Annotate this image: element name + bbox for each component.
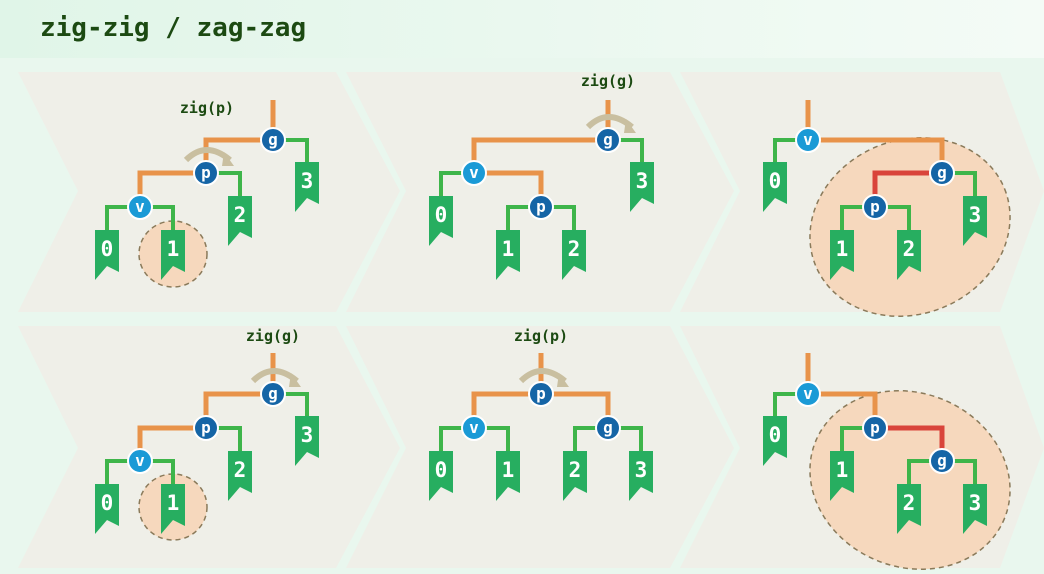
panel-row2-step1 [18,326,400,568]
node-g [260,381,286,407]
node-g [595,127,621,153]
svg-text:1: 1 [167,491,180,515]
svg-text:g: g [937,163,947,182]
svg-text:v: v [135,451,145,470]
leaf-3 [295,416,319,466]
step-label: zig(g) [581,72,635,90]
node-v [127,194,153,220]
svg-text:1: 1 [836,458,849,482]
node-p [528,381,554,407]
svg-text:p: p [536,197,546,216]
svg-text:0: 0 [101,237,114,261]
svg-text:3: 3 [635,458,648,482]
svg-text:3: 3 [636,169,649,193]
tree-row1-step3: v g p 0 1 2 3 [763,100,1011,318]
panel-row2-step2 [346,326,734,568]
leaf-2 [228,451,252,501]
page-title: zig-zig / zag-zag [40,13,306,43]
leaf-0 [763,162,787,212]
leaf-2 [897,484,921,534]
leaf-1 [496,451,520,501]
leaf-3 [963,484,987,534]
node-g [929,160,955,186]
svg-text:0: 0 [435,203,448,227]
svg-text:3: 3 [301,423,314,447]
svg-text:p: p [201,418,211,437]
svg-text:2: 2 [234,203,247,227]
node-v [795,127,821,153]
node-p [193,415,219,441]
svg-text:g: g [603,130,613,149]
svg-text:0: 0 [435,458,448,482]
leaf-1 [830,230,854,280]
svg-text:1: 1 [502,237,515,261]
svg-text:p: p [201,163,211,182]
svg-text:3: 3 [969,203,982,227]
svg-text:g: g [268,384,278,403]
leaf-0 [429,196,453,246]
tree-row1-step1: zig(p) g p v 0 1 2 3 [95,99,319,288]
tree-row1-step2: zig(g) g v p 0 1 2 3 [429,72,654,280]
svg-text:0: 0 [769,423,782,447]
header-band [0,0,1044,58]
svg-text:p: p [870,197,880,216]
leaf-0 [95,484,119,534]
svg-text:1: 1 [836,237,849,261]
svg-text:2: 2 [234,458,247,482]
leaf-1 [161,230,185,280]
leaf-2 [562,230,586,280]
leaf-0 [95,230,119,280]
svg-text:v: v [135,197,145,216]
svg-text:2: 2 [569,458,582,482]
leaf-3 [963,196,987,246]
node-v [461,160,487,186]
step-label: zig(p) [180,99,234,117]
svg-text:v: v [469,163,479,182]
svg-text:0: 0 [769,169,782,193]
leaf-2 [563,451,587,501]
svg-text:2: 2 [903,237,916,261]
node-v [795,381,821,407]
leaf-3 [630,162,654,212]
tree-row2-step1: zig(g) g p v 0 1 2 3 [95,327,319,541]
svg-text:v: v [803,384,813,403]
svg-text:1: 1 [167,237,180,261]
node-p [193,160,219,186]
leaf-1 [161,484,185,534]
leaf-0 [763,416,787,466]
leaf-0 [429,451,453,501]
svg-text:1: 1 [502,458,515,482]
node-p [862,415,888,441]
svg-text:3: 3 [969,491,982,515]
svg-text:p: p [870,418,880,437]
leaf-3 [629,451,653,501]
svg-text:v: v [469,418,479,437]
node-v [461,415,487,441]
leaf-2 [228,196,252,246]
node-g [595,415,621,441]
leaf-1 [496,230,520,280]
step-label: zig(p) [514,327,568,345]
tree-row2-step2: zig(p) p v g 0 1 2 3 [429,327,653,501]
tree-row2-step3: v p g 0 1 2 3 [763,353,1011,571]
node-p [528,194,554,220]
node-v [127,448,153,474]
node-g [260,127,286,153]
svg-text:v: v [803,130,813,149]
leaf-1 [830,451,854,501]
svg-text:g: g [268,130,278,149]
leaf-3 [295,162,319,212]
node-g [929,448,955,474]
step-label: zig(g) [246,327,300,345]
leaf-2 [897,230,921,280]
svg-text:p: p [536,384,546,403]
node-p [862,194,888,220]
svg-text:2: 2 [568,237,581,261]
svg-text:2: 2 [903,491,916,515]
svg-text:3: 3 [301,169,314,193]
svg-text:g: g [937,451,947,470]
svg-text:g: g [603,418,613,437]
svg-text:0: 0 [101,491,114,515]
